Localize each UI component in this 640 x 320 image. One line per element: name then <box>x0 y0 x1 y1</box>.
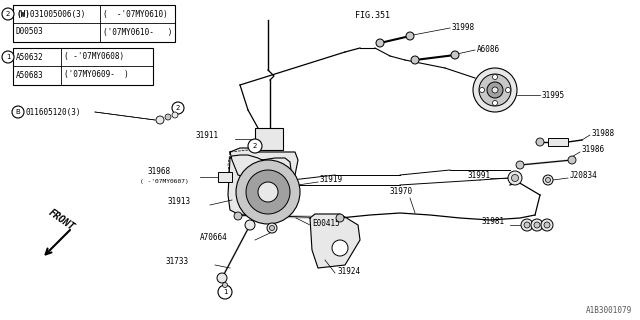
Polygon shape <box>228 155 262 215</box>
Circle shape <box>544 222 550 228</box>
Text: 31995: 31995 <box>542 91 565 100</box>
Circle shape <box>248 139 262 153</box>
Polygon shape <box>310 214 360 268</box>
Text: (  -'07MY0610): ( -'07MY0610) <box>103 10 168 19</box>
Circle shape <box>543 175 553 185</box>
Circle shape <box>246 170 290 214</box>
Circle shape <box>493 100 497 106</box>
Text: 1: 1 <box>6 54 10 60</box>
Text: 31986: 31986 <box>582 146 605 155</box>
Circle shape <box>479 74 511 106</box>
Bar <box>13 48 153 85</box>
Circle shape <box>545 178 550 182</box>
Text: 31968: 31968 <box>148 166 171 175</box>
Circle shape <box>406 32 414 40</box>
Circle shape <box>165 114 171 120</box>
Circle shape <box>376 39 384 47</box>
Circle shape <box>492 87 498 93</box>
Circle shape <box>258 182 278 202</box>
Text: 1: 1 <box>223 289 227 295</box>
Text: 2: 2 <box>253 143 257 149</box>
Text: (W): (W) <box>16 10 30 19</box>
Text: A1B3001079: A1B3001079 <box>586 306 632 315</box>
Bar <box>255 128 283 150</box>
Text: 011605120(3): 011605120(3) <box>26 108 81 116</box>
Text: 31998: 31998 <box>452 23 475 33</box>
Circle shape <box>536 138 544 146</box>
Circle shape <box>479 87 484 92</box>
Circle shape <box>245 220 255 230</box>
Circle shape <box>236 160 300 224</box>
Text: ( -'07MY0607): ( -'07MY0607) <box>140 179 189 183</box>
Text: A70664: A70664 <box>200 234 228 243</box>
Circle shape <box>172 112 178 118</box>
Circle shape <box>568 156 576 164</box>
Circle shape <box>473 68 517 112</box>
Text: ('07MY0610-   ): ('07MY0610- ) <box>103 28 172 36</box>
Text: A50683: A50683 <box>16 70 44 79</box>
Text: A6086: A6086 <box>477 45 500 54</box>
Text: B: B <box>15 109 20 115</box>
Text: 31733: 31733 <box>165 258 188 267</box>
Bar <box>548 138 568 146</box>
Text: ( -'07MY0608): ( -'07MY0608) <box>64 52 124 61</box>
Circle shape <box>506 87 511 92</box>
Text: 31981: 31981 <box>482 218 505 227</box>
Text: 31970: 31970 <box>390 188 413 196</box>
Circle shape <box>508 171 522 185</box>
Circle shape <box>217 273 227 283</box>
Text: 2: 2 <box>6 11 10 17</box>
Circle shape <box>269 226 275 230</box>
Circle shape <box>493 75 497 79</box>
Text: 2: 2 <box>176 105 180 111</box>
Text: 31991: 31991 <box>468 171 491 180</box>
Circle shape <box>534 222 540 228</box>
Circle shape <box>267 223 277 233</box>
Circle shape <box>524 222 530 228</box>
Circle shape <box>516 161 524 169</box>
Text: 31924: 31924 <box>337 268 360 276</box>
Circle shape <box>2 8 14 20</box>
Text: 31988: 31988 <box>592 129 615 138</box>
Text: A50632: A50632 <box>16 52 44 61</box>
Circle shape <box>218 285 232 299</box>
Text: FRONT: FRONT <box>47 207 77 233</box>
Circle shape <box>521 219 533 231</box>
Circle shape <box>332 240 348 256</box>
Text: 31913: 31913 <box>168 197 191 206</box>
Circle shape <box>451 51 459 59</box>
Circle shape <box>234 212 242 220</box>
Text: FIG.351: FIG.351 <box>355 12 390 20</box>
Text: 31911: 31911 <box>195 131 218 140</box>
Text: (W)031005006(3): (W)031005006(3) <box>16 10 85 19</box>
Bar <box>218 172 232 182</box>
Text: J20834: J20834 <box>570 172 598 180</box>
Bar <box>13 5 175 42</box>
Polygon shape <box>230 148 298 182</box>
Text: D00503: D00503 <box>16 28 44 36</box>
Circle shape <box>531 219 543 231</box>
Circle shape <box>2 51 14 63</box>
Text: 31919: 31919 <box>320 175 343 185</box>
Circle shape <box>223 283 227 287</box>
Circle shape <box>336 214 344 222</box>
Circle shape <box>541 219 553 231</box>
Circle shape <box>12 106 24 118</box>
Circle shape <box>156 116 164 124</box>
Text: E00415: E00415 <box>312 220 340 228</box>
Circle shape <box>172 102 184 114</box>
Circle shape <box>487 82 503 98</box>
Circle shape <box>511 174 518 181</box>
Circle shape <box>411 56 419 64</box>
Text: ('07MY0609-  ): ('07MY0609- ) <box>64 70 129 79</box>
Polygon shape <box>262 158 292 215</box>
